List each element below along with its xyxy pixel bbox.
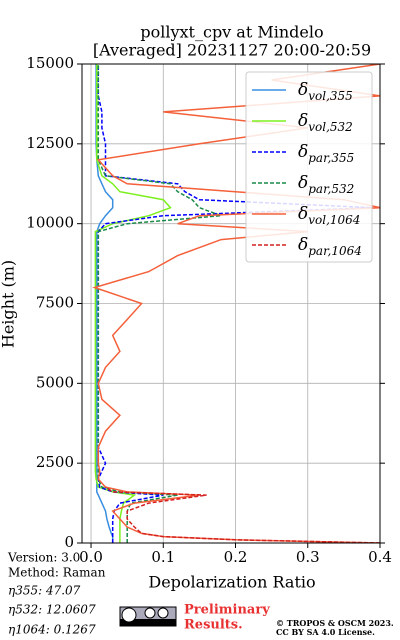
profile-line: [105, 486, 380, 543]
y-tick-label: 7500: [36, 294, 74, 312]
legend-label: δvol,1064: [298, 204, 360, 227]
annotation: η355: 47.07: [8, 584, 81, 598]
y-tick-label: 0: [64, 533, 74, 551]
y-tick-label: 12500: [26, 134, 74, 152]
annotation: η1064: 0.1267: [8, 623, 96, 637]
x-tick-label: 0.0: [79, 548, 103, 566]
chart-title: pollyxt_cpv at Mindelo: [140, 23, 323, 42]
x-tick-label: 0.3: [296, 548, 320, 566]
y-axis-label: Height (m): [0, 260, 18, 348]
legend-label: δvol,532: [298, 111, 353, 134]
y-tick-label: 2500: [36, 453, 74, 471]
copyright: CC BY SA 4.0 License.: [276, 627, 375, 637]
profile-line: [92, 64, 380, 543]
annotation: η532: 12.0607: [8, 603, 96, 617]
badge: Preliminary: [184, 603, 270, 618]
legend-label: δpar,532: [298, 173, 354, 196]
profile-line: [95, 64, 114, 543]
legend-label: δvol,355: [298, 80, 353, 103]
copyright: © TROPOS & OSCM 2023.: [276, 618, 394, 628]
annotation: Version: 3.0: [7, 551, 80, 565]
y-tick-label: 15000: [26, 54, 74, 72]
x-tick-label: 0.1: [151, 548, 175, 566]
annotation: Method: Raman: [8, 566, 106, 580]
y-tick-label: 10000: [26, 214, 74, 232]
x-tick-label: 0.4: [368, 548, 392, 566]
legend-label: δpar,355: [298, 142, 354, 165]
y-tick-label: 5000: [36, 373, 74, 391]
plot-frame: [81, 63, 381, 544]
badge: Results.: [184, 618, 243, 633]
x-axis-label: Depolarization Ratio: [148, 573, 315, 592]
cc-logo: [119, 606, 177, 627]
chart-subtitle: [Averaged] 20231127 20:00-20:59: [93, 41, 371, 60]
x-tick-label: 0.2: [224, 548, 248, 566]
legend-label: δpar,1064: [298, 235, 362, 258]
profile-line: [97, 64, 373, 543]
